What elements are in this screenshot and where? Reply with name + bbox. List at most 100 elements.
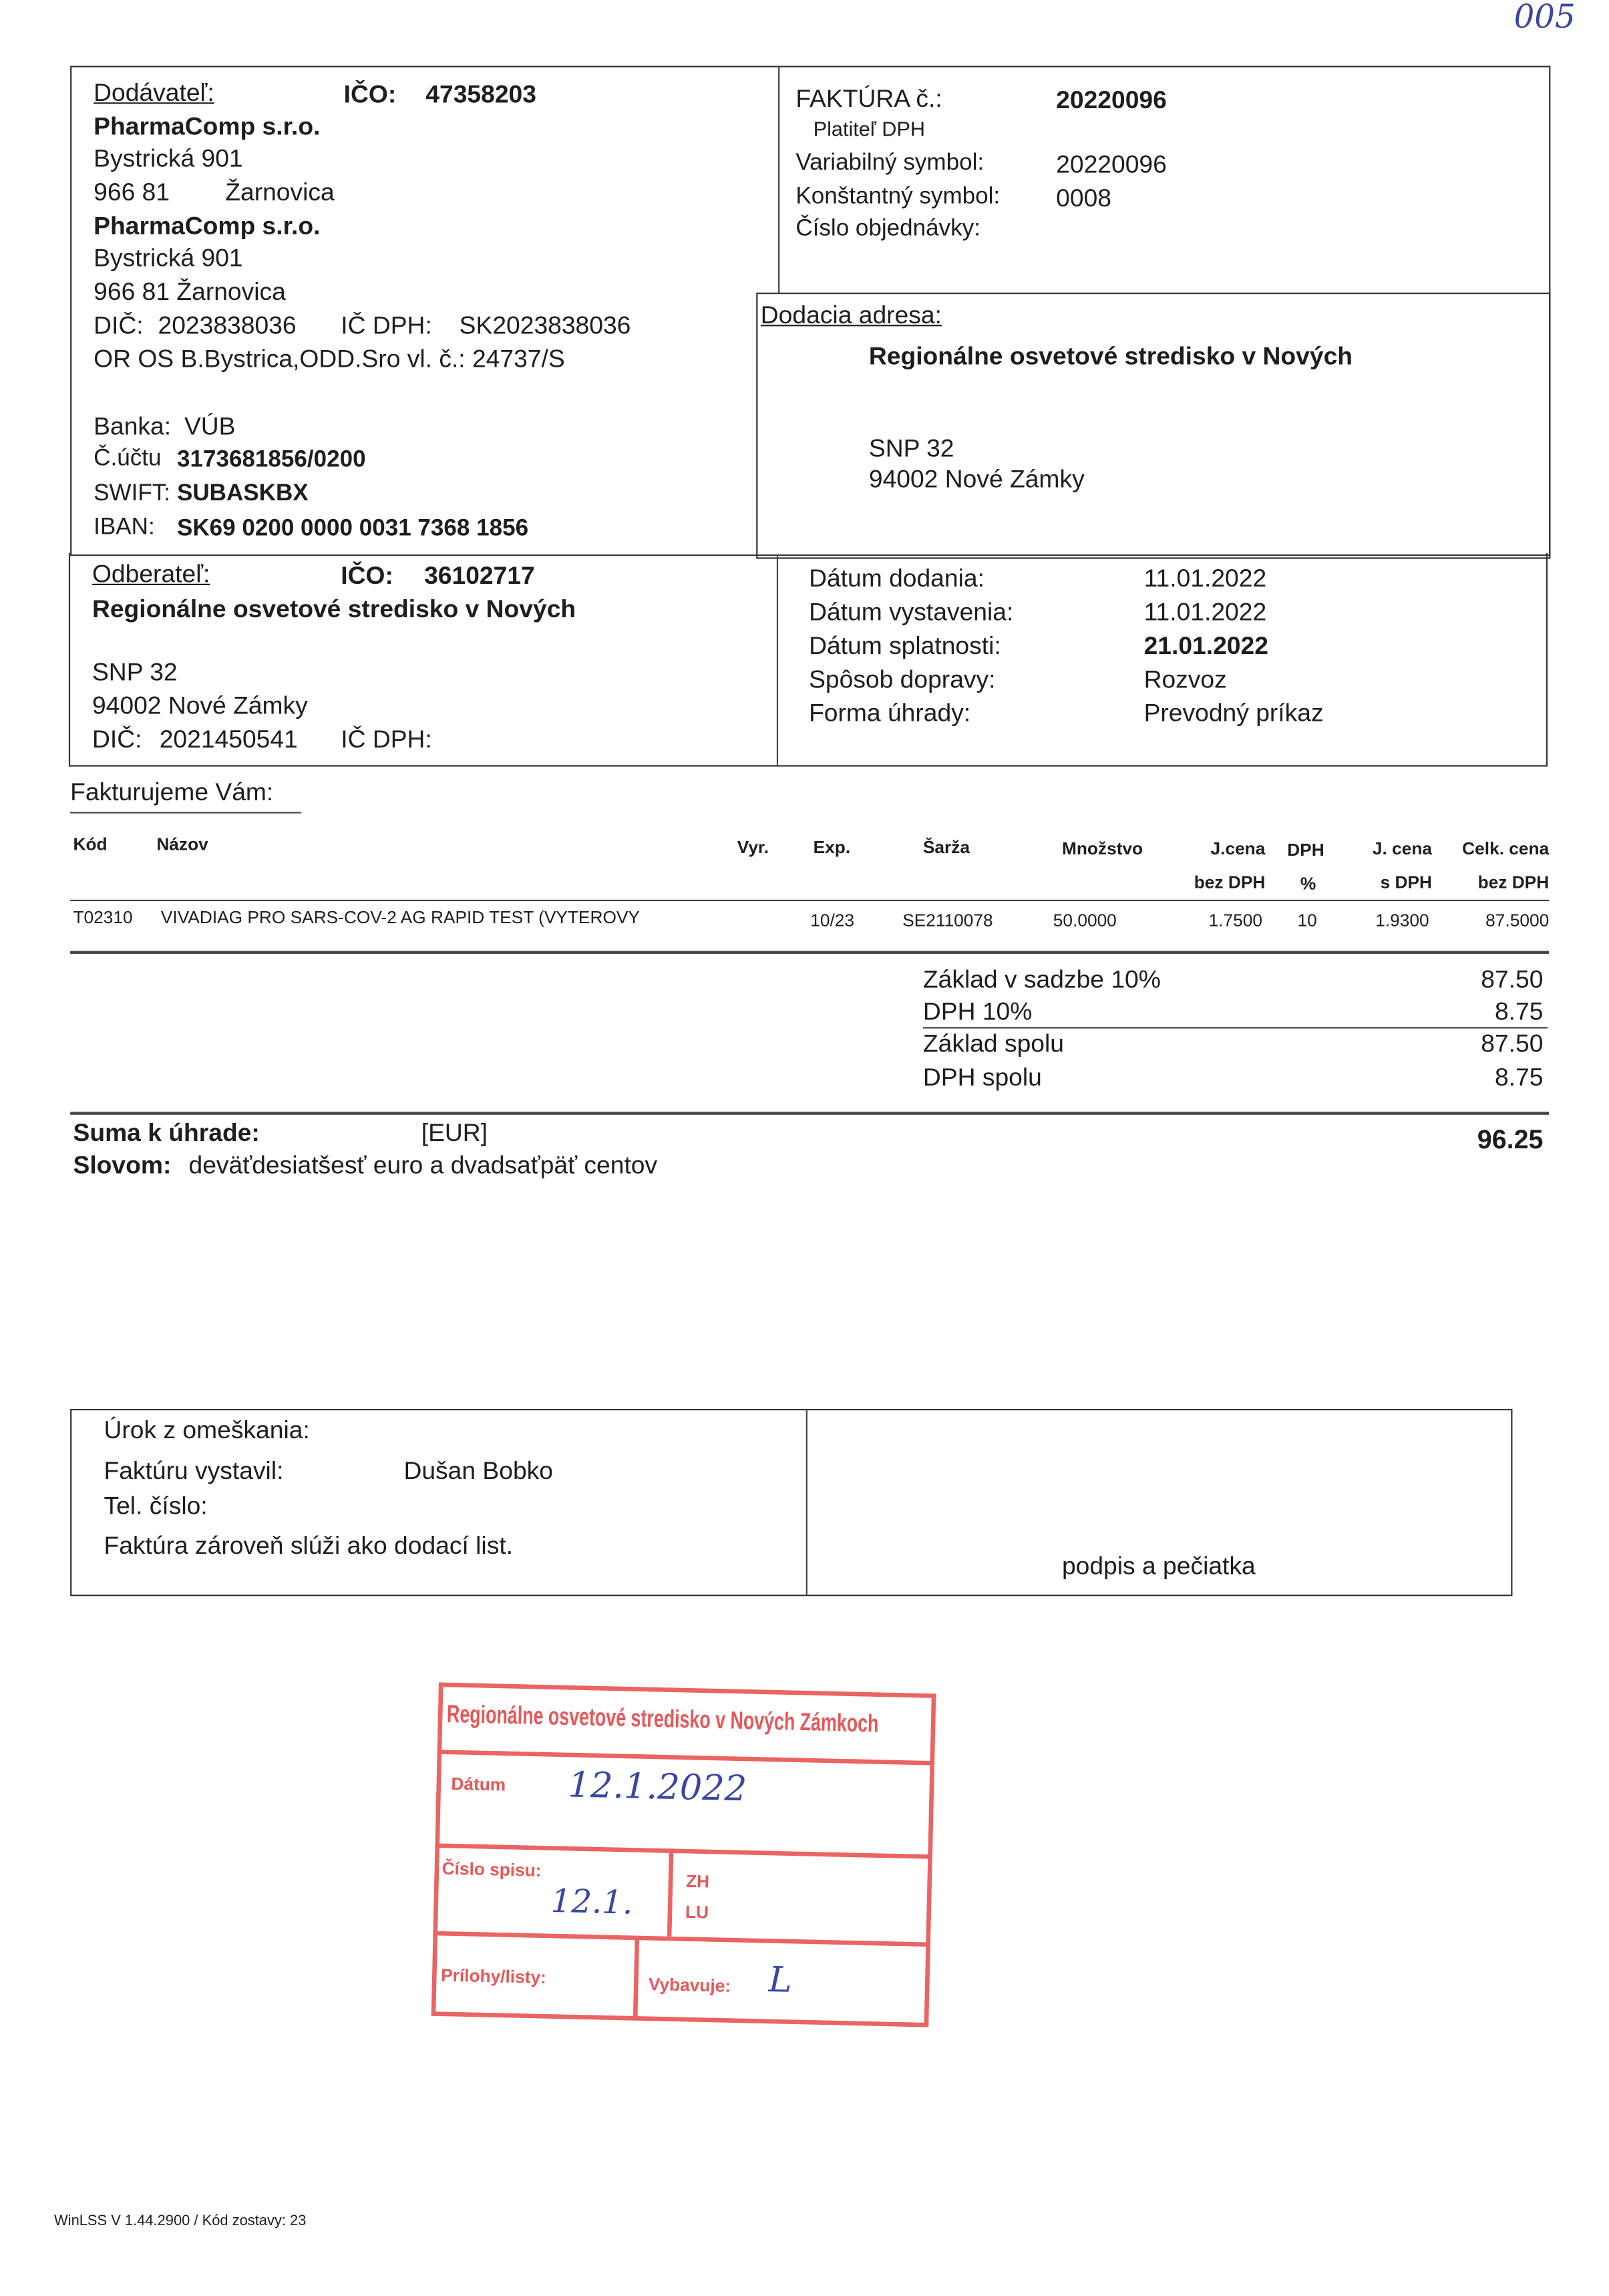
date-value: Rozvoz xyxy=(1143,665,1227,694)
supplier-zip: 966 81 xyxy=(94,178,170,206)
swift-code: SUBASKBX xyxy=(176,481,309,506)
cell-total: 87.5000 xyxy=(1485,910,1550,931)
supplier-register: OR OS B.Bystrica,ODD.Sro vl. č.: 24737/S xyxy=(94,345,565,373)
supplier-street: Bystrická 901 xyxy=(94,144,243,173)
date-value: 11.01.2022 xyxy=(1143,598,1267,627)
issued-by: Dušan Bobko xyxy=(403,1457,553,1485)
sum-in-words: deväťdesiatšesť euro a dvadsaťpäť centov xyxy=(188,1151,658,1180)
interest-label: Úrok z omeškania: xyxy=(104,1416,310,1444)
header-total: Celk. cena xyxy=(1462,838,1550,859)
total-label: Základ spolu xyxy=(922,1029,1064,1058)
customer-ico-label: IČO: xyxy=(341,561,393,590)
header-total-2: bez DPH xyxy=(1477,872,1550,892)
stamp-handled-label: Vybavuje: xyxy=(648,1973,731,1997)
registration-stamp: Regionálne osvetové stredisko v Nových Z… xyxy=(431,1682,936,2027)
supplier-city: Žarnovica xyxy=(225,178,335,206)
cell-vat: 10 xyxy=(1297,910,1317,931)
total-value: 8.75 xyxy=(1494,997,1544,1026)
customer-dic-label: DIČ: xyxy=(92,725,142,754)
customer-ico: 36102717 xyxy=(424,561,535,590)
customer-street: SNP 32 xyxy=(92,658,178,687)
cell-unit-price: 1.7500 xyxy=(1208,910,1262,931)
total-value: 87.50 xyxy=(1481,965,1544,994)
bank-label: Banka: xyxy=(94,412,172,441)
divider xyxy=(778,65,780,293)
delivery-label: Dodacia adresa: xyxy=(760,301,942,329)
cell-name: VIVADIAG PRO SARS-COV-2 AG RAPID TEST (V… xyxy=(160,907,640,928)
invoice-title: FAKTÚRA č.: xyxy=(795,85,942,113)
header-qty: Množstvo xyxy=(1061,838,1143,859)
sum-currency: [EUR] xyxy=(421,1119,488,1147)
cell-batch: SE2110078 xyxy=(902,910,993,931)
divider xyxy=(922,1027,1548,1029)
header-batch: Šarža xyxy=(922,836,970,858)
total-value: 8.75 xyxy=(1494,1063,1544,1092)
date-label: Dátum vystavenia: xyxy=(809,598,1014,627)
supplier-icdph-label: IČ DPH: xyxy=(341,311,432,340)
divider xyxy=(70,951,1550,954)
header-unit-price-vat: J. cena xyxy=(1372,838,1433,859)
software-version: WinLSS V 1.44.2900 / Kód zostavy: 23 xyxy=(54,2213,307,2230)
supplier-ico-label: IČO: xyxy=(343,80,397,109)
divider xyxy=(70,812,302,814)
bank-name: VÚB xyxy=(184,412,236,441)
var-symbol-label: Variabilný symbol: xyxy=(795,150,985,176)
supplier-zipcity-2: 966 81 Žarnovica xyxy=(94,278,286,306)
supplier-street-2: Bystrická 901 xyxy=(94,244,243,273)
sum-label: Suma k úhrade: xyxy=(73,1119,260,1147)
cell-qty: 50.0000 xyxy=(1053,910,1117,931)
header-vyr: Vyr. xyxy=(737,836,769,858)
cell-code: T02310 xyxy=(73,907,133,928)
var-symbol: 20220096 xyxy=(1056,150,1167,179)
header-vat: DPH xyxy=(1287,840,1324,860)
divider xyxy=(70,1112,1550,1115)
total-label: Základ v sadzbe 10% xyxy=(922,965,1161,994)
customer-box xyxy=(68,552,1548,767)
divider xyxy=(806,1408,808,1595)
stamp-handled-handwritten: L xyxy=(768,1959,793,2001)
date-label: Spôsob dopravy: xyxy=(809,665,996,694)
header-name: Názov xyxy=(156,834,208,854)
delivery-box xyxy=(756,293,1551,559)
iban: SK69 0200 0000 0031 7368 1856 xyxy=(176,516,529,542)
divider xyxy=(70,899,1550,902)
invoice-number: 20220096 xyxy=(1056,86,1167,114)
delivery-name: Regionálne osvetové stredisko v Nových xyxy=(868,342,1353,371)
words-label: Slovom: xyxy=(73,1151,172,1180)
stamp-zh: ZH xyxy=(685,1870,710,1893)
footer-box xyxy=(70,1408,1513,1597)
customer-dic: 2021450541 xyxy=(159,725,298,754)
total-label: DPH spolu xyxy=(922,1063,1042,1092)
total-label: DPH 10% xyxy=(922,997,1033,1026)
swift-label: SWIFT: xyxy=(94,481,170,506)
customer-name: Regionálne osvetové stredisko v Nových xyxy=(92,595,576,623)
customer-label: Odberateľ: xyxy=(92,560,210,589)
issued-by-label: Faktúru vystavil: xyxy=(104,1457,284,1485)
account-number: 3173681856/0200 xyxy=(176,448,366,473)
signature-label: podpis a pečiatka xyxy=(1061,1552,1256,1581)
date-value: Prevodný príkaz xyxy=(1143,699,1324,727)
supplier-label: Dodávateľ: xyxy=(94,79,214,107)
date-label: Forma úhrady: xyxy=(809,699,971,727)
supplier-dic-label: DIČ: xyxy=(94,311,144,340)
stamp-file-handwritten: 12.1. xyxy=(550,1884,633,1923)
supplier-ico: 47358203 xyxy=(425,80,536,109)
customer-zipcity: 94002 Nové Zámky xyxy=(92,691,308,720)
header-exp: Exp. xyxy=(813,836,851,858)
total-value: 87.50 xyxy=(1481,1029,1544,1058)
divider xyxy=(776,556,779,766)
date-label: Dátum dodania: xyxy=(809,564,985,593)
cell-exp: 10/23 xyxy=(810,910,855,931)
header-unit-price-vat-2: s DPH xyxy=(1380,872,1433,892)
header-vat-2: % xyxy=(1300,873,1316,894)
const-symbol: 0008 xyxy=(1056,184,1112,212)
stamp-date-label: Dátum xyxy=(451,1773,506,1796)
date-value: 11.01.2022 xyxy=(1143,564,1267,593)
delivery-zipcity: 94002 Nové Zámky xyxy=(868,465,1085,494)
stamp-org: Regionálne osvetové stredisko v Nových Z… xyxy=(446,1700,879,1738)
supplier-name-2: PharmaComp s.r.o. xyxy=(94,212,321,240)
phone-label: Tel. číslo: xyxy=(104,1492,208,1520)
vat-payer: Platiteľ DPH xyxy=(813,117,926,141)
delivery-street: SNP 32 xyxy=(868,434,954,463)
due-date-value: 21.01.2022 xyxy=(1143,632,1268,660)
